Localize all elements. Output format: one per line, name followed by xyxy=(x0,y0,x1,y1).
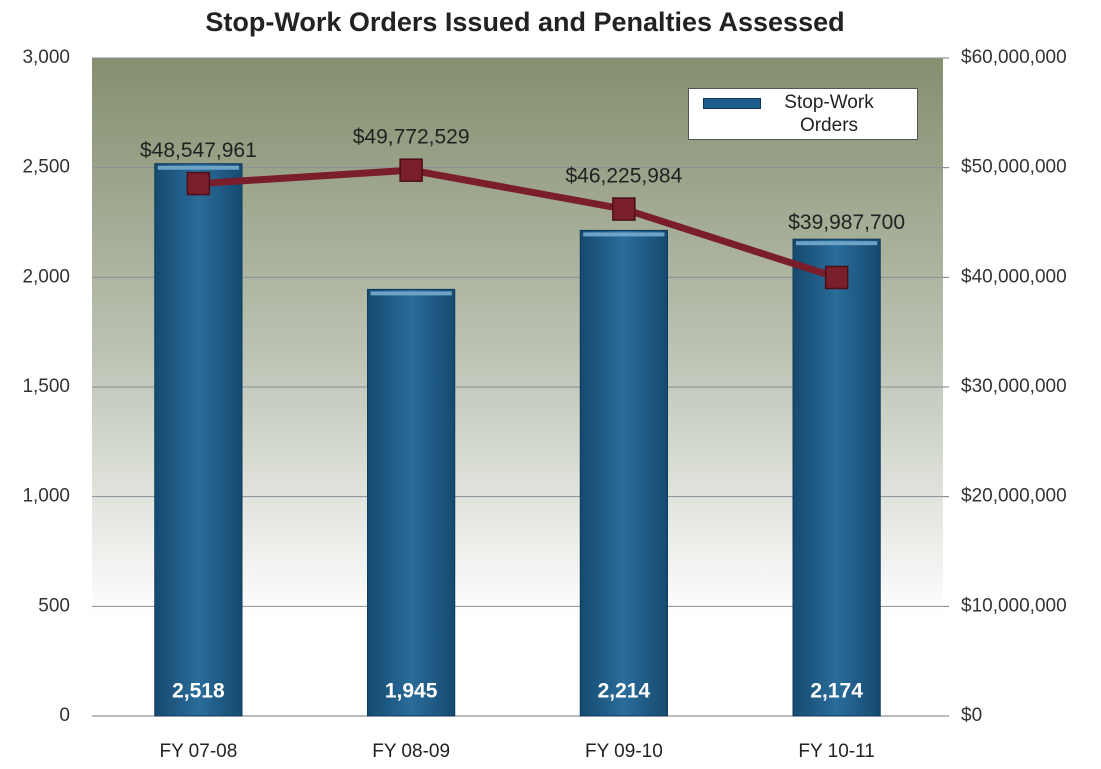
bar-value-label: 2,174 xyxy=(810,680,863,703)
line-marker xyxy=(186,171,211,196)
line-marker xyxy=(824,265,849,290)
bar xyxy=(792,238,881,717)
bar xyxy=(154,163,243,717)
x-tick-label: FY 09-10 xyxy=(585,741,663,762)
y-tick-label: 3,000 xyxy=(22,47,70,68)
bar-value-label: 2,214 xyxy=(598,680,651,703)
y2-tick-label: $40,000,000 xyxy=(961,266,1067,287)
line xyxy=(198,166,838,281)
legend-label: Stop-Work Orders xyxy=(784,92,874,136)
legend-swatch xyxy=(703,98,761,109)
bar-top xyxy=(796,241,878,246)
y-tick-label: 500 xyxy=(38,595,70,616)
line-value-label: $39,987,700 xyxy=(788,211,905,234)
bar xyxy=(579,229,668,717)
bar-top xyxy=(157,165,239,170)
line-value-label: $48,547,961 xyxy=(140,139,257,162)
bar-top xyxy=(583,232,665,237)
bar xyxy=(367,288,456,717)
y-tick-label: 0 xyxy=(59,705,70,726)
y-tick-label: 1,500 xyxy=(22,376,70,397)
x-tick-label: FY 07-08 xyxy=(159,741,237,762)
x-tick-label: FY 08-09 xyxy=(372,741,450,762)
y2-tick-label: $30,000,000 xyxy=(961,376,1067,397)
bar-value-label: 2,518 xyxy=(172,680,225,703)
bar-top xyxy=(370,291,452,296)
y-tick-label: 1,000 xyxy=(22,486,70,507)
y2-tick-label: $50,000,000 xyxy=(961,157,1067,178)
x-tick-label: FY 10-11 xyxy=(798,741,874,762)
line-marker xyxy=(399,158,423,182)
line-marker xyxy=(612,197,636,221)
chart-title: Stop-Work Orders Issued and Penalties As… xyxy=(205,7,844,37)
bar-value-label: 1,945 xyxy=(385,680,438,703)
legend: Stop-Work Orders xyxy=(688,88,918,140)
y-tick-label: 2,500 xyxy=(22,157,70,178)
y2-tick-label: $20,000,000 xyxy=(961,486,1067,507)
y2-tick-label: $60,000,000 xyxy=(961,47,1067,68)
line-value-label: $49,772,529 xyxy=(353,126,470,149)
y-tick-label: 2,000 xyxy=(22,266,70,287)
y2-tick-label: $10,000,000 xyxy=(961,595,1067,616)
line-value-label: $46,225,984 xyxy=(565,165,682,188)
y2-tick-label: $0 xyxy=(961,705,982,726)
